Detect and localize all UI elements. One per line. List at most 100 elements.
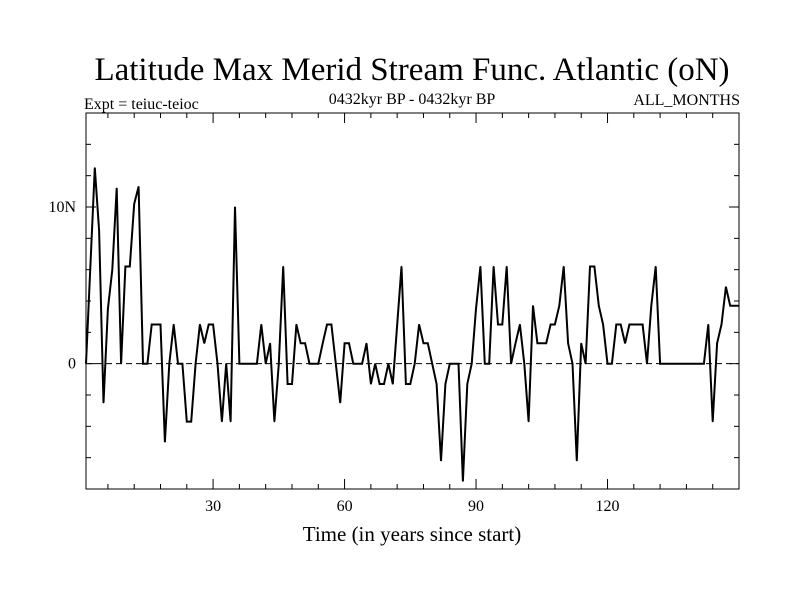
data-point — [295, 323, 297, 326]
data-point — [387, 363, 389, 365]
data-point — [365, 342, 368, 344]
data-point — [606, 363, 609, 365]
data-point — [238, 363, 240, 365]
data-point — [260, 323, 262, 326]
data-point — [593, 265, 596, 268]
data-point — [400, 265, 403, 268]
data-point — [707, 323, 709, 326]
data-point — [668, 363, 670, 365]
data-point — [497, 323, 499, 326]
data-point — [269, 342, 271, 344]
data-point — [330, 323, 332, 326]
data-point — [528, 421, 530, 423]
data-point — [357, 363, 359, 365]
data-point — [94, 167, 96, 169]
data-point — [699, 363, 701, 365]
data-point — [506, 265, 508, 268]
x-axis-label: Time (in years since start) — [303, 522, 522, 546]
data-point — [173, 323, 175, 326]
data-point — [646, 363, 648, 365]
data-point — [663, 363, 666, 365]
data-point — [247, 363, 249, 365]
data-point — [155, 323, 157, 326]
data-point — [392, 383, 394, 385]
data-point — [703, 363, 705, 365]
data-point — [523, 363, 525, 365]
data-point — [190, 421, 192, 423]
data-point — [436, 383, 438, 385]
data-point — [589, 265, 591, 268]
data-point — [317, 363, 319, 365]
chart-subtitle-center: 0432kyr BP - 0432kyr BP — [329, 91, 496, 108]
data-point — [655, 265, 657, 268]
data-point — [326, 323, 328, 326]
data-point — [414, 363, 416, 365]
data-point — [457, 363, 460, 365]
data-point — [159, 323, 162, 326]
data-point — [287, 383, 289, 385]
data-point — [580, 342, 582, 344]
data-point — [602, 323, 604, 326]
data-point — [344, 342, 346, 344]
data-point — [558, 305, 560, 307]
data-point — [129, 265, 131, 268]
data-point — [199, 323, 201, 326]
plot-frame — [85, 112, 740, 490]
data-point — [322, 342, 324, 344]
data-point — [98, 229, 100, 232]
data-point — [650, 305, 652, 307]
data-point — [545, 342, 547, 344]
data-point — [409, 383, 411, 385]
data-point — [690, 363, 692, 365]
data-point — [181, 363, 183, 365]
data-point — [361, 363, 363, 365]
data-point — [738, 305, 740, 307]
data-point — [585, 363, 587, 365]
data-point — [501, 323, 503, 326]
data-point — [300, 342, 302, 344]
data-point — [138, 186, 140, 188]
data-point — [550, 323, 552, 326]
data-point — [282, 265, 284, 268]
data-point — [216, 363, 219, 365]
x-tick-label: 120 — [596, 498, 620, 515]
data-point — [633, 323, 635, 326]
data-point — [221, 421, 223, 423]
data-point — [151, 323, 153, 326]
data-point — [716, 342, 718, 344]
x-tick-label: 90 — [468, 498, 484, 515]
axis-tick-labels: 30 60 90 120 0 10N — [48, 199, 619, 515]
data-point — [637, 323, 639, 326]
data-point — [598, 305, 600, 307]
data-point — [431, 363, 433, 365]
data-point — [449, 363, 451, 365]
data-point — [694, 363, 696, 365]
data-point — [352, 363, 354, 365]
data-point — [615, 323, 617, 326]
data-point — [563, 265, 565, 268]
data-point — [541, 342, 543, 344]
data-point — [291, 383, 293, 385]
data-point — [720, 323, 723, 326]
data-point — [624, 342, 626, 344]
data-point — [225, 363, 227, 365]
y-tick-label: 0 — [68, 356, 76, 373]
x-tick-label: 30 — [205, 498, 221, 515]
data-point — [208, 323, 210, 326]
data-point — [685, 363, 688, 365]
data-point — [453, 363, 455, 365]
data-point — [107, 308, 109, 310]
data-point — [164, 441, 166, 443]
data-point — [712, 421, 714, 423]
data-point — [510, 363, 512, 365]
data-point — [725, 286, 727, 288]
data-point — [146, 363, 148, 365]
data-point — [532, 305, 534, 307]
data-point — [418, 323, 420, 326]
chart-subtitle-right: ALL_MONTHS — [633, 92, 740, 109]
data-point — [251, 363, 254, 365]
data-point — [177, 363, 179, 365]
data-point — [554, 323, 556, 326]
data-point — [405, 383, 407, 385]
